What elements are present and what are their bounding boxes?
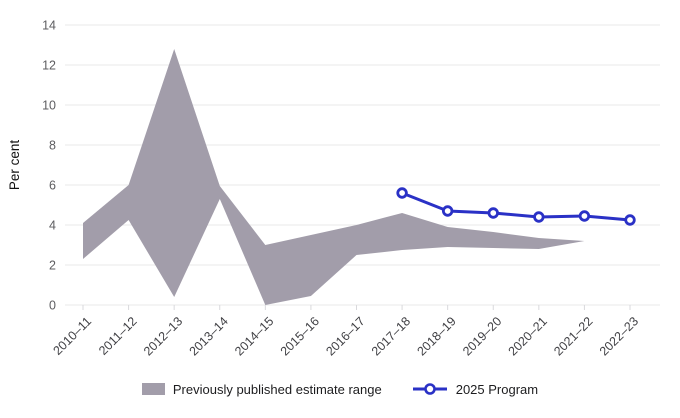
x-tick-label: 2017–18: [369, 314, 413, 358]
program-marker: [487, 207, 499, 219]
estimate-range-swatch: [141, 383, 165, 395]
legend-item-estimate-range: Previously published estimate range: [141, 381, 382, 397]
legend: Previously published estimate range 2025…: [0, 374, 680, 404]
x-tick-label: 2022–23: [597, 314, 641, 358]
program-marker: [396, 187, 408, 199]
x-tick-label: 2019–20: [460, 314, 504, 358]
x-tick-label: 2010–11: [50, 314, 94, 358]
x-tick-label: 2012–13: [141, 314, 185, 358]
x-tick-label: 2018–19: [414, 314, 458, 358]
y-tick-label: 6: [49, 179, 56, 193]
x-tick-label: 2013–14: [187, 314, 231, 358]
x-tick-label: 2021–22: [551, 314, 595, 358]
y-tick-label: 4: [49, 219, 56, 233]
x-tick-label: 2016–17: [323, 314, 367, 358]
x-tick-label: 2011–12: [96, 314, 140, 358]
y-tick-label: 0: [49, 299, 56, 313]
program-label: 2025 Program: [455, 381, 539, 397]
x-tick-label: 2014–15: [232, 314, 276, 358]
estimate-range-label: Previously published estimate range: [172, 381, 382, 397]
y-tick-label: 14: [42, 19, 56, 33]
program-line: [400, 191, 632, 222]
legend-item-program: 2025 Program: [412, 382, 538, 397]
program-marker: [624, 214, 636, 226]
program-marker: [578, 210, 591, 222]
y-tick-label: 10: [42, 99, 56, 113]
program-marker: [533, 211, 545, 223]
x-tick-label: 2020–21: [506, 314, 550, 358]
y-axis-title: Per cent: [7, 140, 22, 191]
program-line-icon: [412, 383, 447, 395]
y-tick-label: 8: [49, 139, 56, 153]
program-marker: [441, 205, 454, 217]
estimate-range-band: [83, 49, 585, 305]
y-tick-label: 2: [49, 259, 56, 273]
y-tick-label: 12: [42, 59, 56, 73]
x-tick-label: 2015–16: [278, 314, 322, 358]
